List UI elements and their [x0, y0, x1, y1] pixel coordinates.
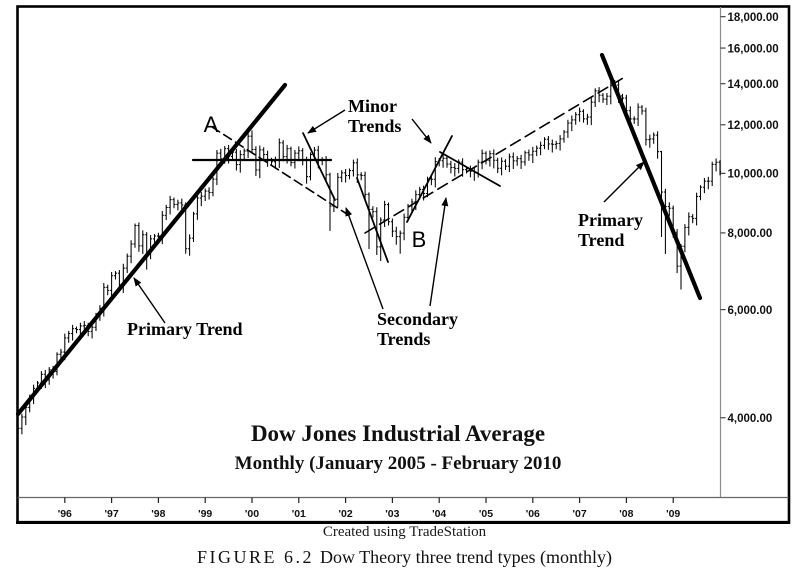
figure-caption-text: Dow Theory three trend types (monthly)	[319, 547, 613, 567]
annotation-arrows	[133, 109, 645, 324]
y-tick-label: 14,000.00	[728, 79, 779, 91]
y-axis: 18,000.00 16,000.00 14,000.00 12,000.00 10,0…	[720, 12, 779, 425]
y-tick-label: 18,000.00	[728, 12, 779, 24]
annotation-label-primary-trend-left: Primary Trend	[127, 319, 243, 339]
x-tick-label: '07	[573, 508, 587, 520]
x-tick-label: '99	[198, 508, 212, 520]
annotation-arrow-primary-left	[133, 277, 166, 324]
x-tick-label: '04	[432, 508, 446, 520]
y-tick-label: 8,000.00	[728, 228, 773, 240]
trend-line-secondary-down-dashed	[211, 126, 351, 217]
annotation-arrow-minor-right	[411, 118, 432, 144]
x-tick-label: '08	[619, 508, 633, 520]
trend-line-primary-up-thick	[15, 82, 288, 417]
y-tick-label: 16,000.00	[728, 43, 779, 55]
x-tick-label: '00	[245, 508, 259, 520]
trend-line-minor-line-4	[439, 151, 501, 187]
x-tick-label: '01	[292, 508, 306, 520]
annotation-arrow-secondary-left	[345, 207, 384, 310]
x-axis: '96 '97 '98 '99 '00 '01 '02 '03 '04 '05 '06 '07 '08 '…	[58, 497, 680, 520]
x-tick-label: '98	[151, 508, 165, 520]
annotation-arrow-minor-left	[307, 109, 346, 134]
trend-line-minor-line-3	[406, 135, 453, 223]
x-tick-label: '06	[526, 508, 540, 520]
caption-credit: Created using TradeStation	[322, 524, 487, 540]
x-tick-label: '03	[385, 508, 399, 520]
y-tick-label: 12,000.00	[728, 120, 779, 132]
x-tick-label: '05	[479, 508, 493, 520]
annotation-label-minor-trends: Minor Trends	[348, 96, 401, 136]
figure-caption: FIGURE 6.2 Dow Theory three trend types (…	[0, 547, 809, 568]
x-tick-label: '02	[339, 508, 353, 520]
y-tick-label: 4,000.00	[728, 413, 773, 425]
annotation-label-secondary-trends: Secondary Trends	[377, 309, 458, 349]
annotation-arrow-primary-right	[603, 161, 645, 203]
annotation-label-point-a: A	[204, 112, 219, 137]
annotation-label-point-b: B	[412, 227, 427, 252]
annotation-labels: A B Minor Trends Primary Trend Secondary Trend…	[127, 96, 643, 349]
chart-title: Dow Jones Industrial Average	[251, 421, 545, 446]
y-tick-label: 6,000.00	[728, 305, 773, 317]
x-tick-label: '97	[105, 508, 119, 520]
y-tick-label: 10,000.00	[728, 169, 779, 181]
chart-subtitle: Monthly (January 2005 - February 2010	[235, 453, 562, 474]
trend-line-minor-line-2	[356, 177, 389, 263]
annotation-label-primary-trend-right: Primary Trend	[578, 210, 643, 250]
trend-lines	[15, 52, 703, 417]
x-tick-label: '96	[58, 508, 72, 520]
x-tick-label: '09	[666, 508, 680, 520]
trend-line-minor-line-1	[302, 132, 336, 201]
trend-line-primary-down-thick	[599, 52, 703, 301]
dow-theory-chart: 18,000.00 16,000.00 14,000.00 12,000.00 10,0…	[15, 5, 791, 524]
annotation-arrow-secondary-right	[429, 197, 449, 307]
figure-caption-label: FIGURE 6.2	[196, 547, 314, 567]
